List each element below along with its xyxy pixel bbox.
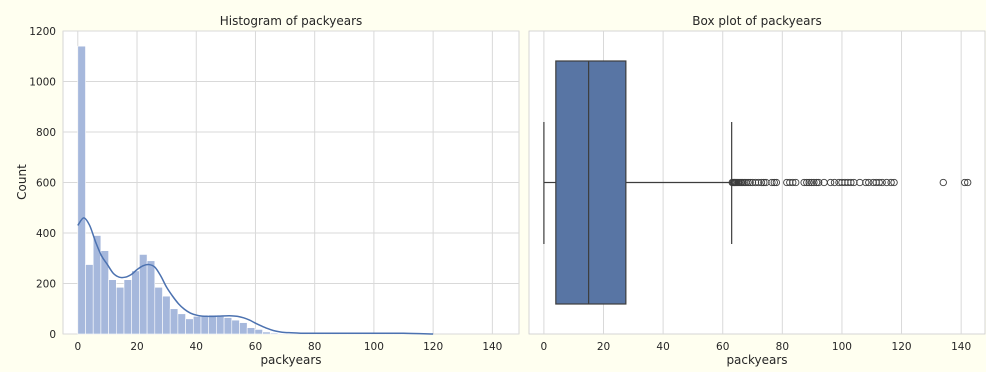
histogram-x-axis-label: packyears — [260, 353, 321, 367]
histogram-x-tick-label: 0 — [74, 341, 81, 353]
boxplot-outlier — [826, 178, 835, 187]
boxplot-x-axis-label: packyears — [726, 353, 787, 367]
histogram-y-tick-label: 600 — [36, 178, 56, 190]
histogram-bar — [216, 316, 225, 335]
histogram-x-tick-label: 60 — [249, 341, 262, 353]
histogram-bar — [185, 318, 194, 335]
boxplot-outlier — [865, 178, 873, 187]
boxplot-x-tick-label: 100 — [832, 341, 852, 353]
histogram-y-tick-label: 1000 — [29, 77, 56, 89]
histogram-bar — [200, 316, 209, 335]
boxplot-outlier — [803, 178, 811, 187]
histogram-x-tick-label: 80 — [308, 341, 321, 353]
histogram-y-tick-label: 1200 — [29, 26, 56, 38]
histogram-y-tick-label: 400 — [36, 228, 56, 240]
histogram-x-tick-label: 120 — [423, 341, 443, 353]
histogram-bar — [277, 333, 286, 335]
boxplot-x-tick-label: 60 — [716, 341, 729, 353]
boxplot-x-tick-label: 20 — [597, 341, 610, 353]
boxplot-outlier — [772, 178, 781, 187]
boxplot-x-tick-label: 40 — [656, 341, 669, 353]
boxplot-outlier — [754, 178, 763, 187]
boxplot-outlier — [789, 178, 797, 187]
histogram-x-tick-label: 40 — [190, 341, 203, 353]
histogram-title: Histogram of packyears — [220, 14, 363, 28]
boxplot-outlier — [815, 178, 823, 187]
boxplot-outlier — [770, 178, 778, 187]
histogram-bar — [123, 279, 132, 335]
histogram-bar — [177, 313, 186, 335]
histogram-bar — [192, 316, 202, 335]
histogram-bar — [223, 317, 233, 335]
histogram-y-tick-label: 0 — [49, 329, 56, 341]
histogram-kde — [77, 217, 434, 335]
histogram-bar — [254, 329, 263, 335]
boxplot-x-tick-label: 140 — [951, 341, 971, 353]
histogram-bar — [131, 270, 140, 335]
boxplot-outlier — [882, 178, 891, 187]
histogram-y-tick-label: 200 — [36, 279, 56, 291]
histogram-y-tick-label: 800 — [36, 127, 56, 139]
histogram-bar — [246, 327, 256, 335]
boxplot-outlier — [862, 178, 870, 187]
boxplot-box — [555, 60, 627, 305]
histogram-y-axis-label: Count — [15, 164, 29, 200]
boxplot-outlier — [847, 178, 855, 187]
histogram-x-tick-label: 20 — [130, 341, 143, 353]
boxplot-outlier — [887, 178, 895, 187]
boxplot-outlier — [830, 178, 839, 187]
histogram-bar — [162, 295, 171, 335]
boxplot-outlier — [768, 178, 776, 187]
histogram-bar — [146, 260, 156, 335]
histogram-bars — [77, 45, 433, 335]
histogram-x-tick-label: 140 — [482, 341, 502, 353]
boxplot-outlier — [961, 178, 969, 187]
boxplot-outlier — [939, 178, 947, 187]
boxplot-outlier — [746, 178, 754, 187]
boxplot-x-tick-label: 120 — [892, 341, 912, 353]
boxplot-outlier — [890, 178, 898, 187]
histogram-bar — [77, 45, 86, 335]
histogram-bar — [154, 286, 163, 335]
histogram-x-ticks: 0 20 40 60 80 100 120 140 — [74, 341, 502, 353]
boxplot-outlier — [800, 178, 808, 187]
histogram-bar — [208, 314, 217, 335]
boxplot-outlier — [812, 178, 821, 187]
histogram-bar — [269, 332, 279, 335]
boxplot-x-tick-label: 0 — [541, 341, 548, 353]
boxplot-outlier — [810, 178, 818, 187]
histogram-x-tick-label: 100 — [364, 341, 384, 353]
boxplot-outlier — [760, 178, 768, 187]
histogram-bar — [100, 250, 109, 335]
histogram-bar — [169, 308, 179, 335]
boxplot-outlier — [757, 178, 766, 187]
boxplot-outlier — [805, 178, 813, 187]
boxplot-outlier — [744, 178, 752, 187]
boxplot-outlier — [875, 178, 883, 187]
boxplot-x-tick-label: 80 — [776, 341, 789, 353]
boxplot-outliers — [728, 178, 972, 187]
boxplot-title: Box plot of packyears — [692, 14, 821, 28]
boxplot-x-ticks: 0 20 40 60 80 100 120 140 — [541, 341, 972, 353]
histogram-bar — [285, 333, 294, 335]
histogram-bar — [108, 279, 117, 335]
histogram-bar — [239, 322, 248, 335]
histogram-bar — [231, 319, 240, 335]
histogram-panel: 0 20 40 60 80 100 120 140 0 200 400 600 800 1000 1200… — [15, 14, 520, 367]
boxplot-outlier — [878, 178, 886, 187]
histogram-kde-line — [77, 217, 434, 335]
boxplot-outlier — [807, 178, 816, 187]
histogram-y-ticks: 0 200 400 600 800 1000 1200 — [29, 26, 56, 341]
histogram-bar — [85, 264, 94, 335]
boxplot-outlier — [964, 178, 972, 187]
boxplot-panel: 0 20 40 60 80 100 120 140 Box plot of packyears… — [528, 14, 986, 367]
boxplot-outlier — [792, 178, 800, 187]
histogram-bar — [115, 286, 125, 335]
boxplot-body — [543, 60, 733, 305]
histogram-bar — [262, 331, 271, 335]
